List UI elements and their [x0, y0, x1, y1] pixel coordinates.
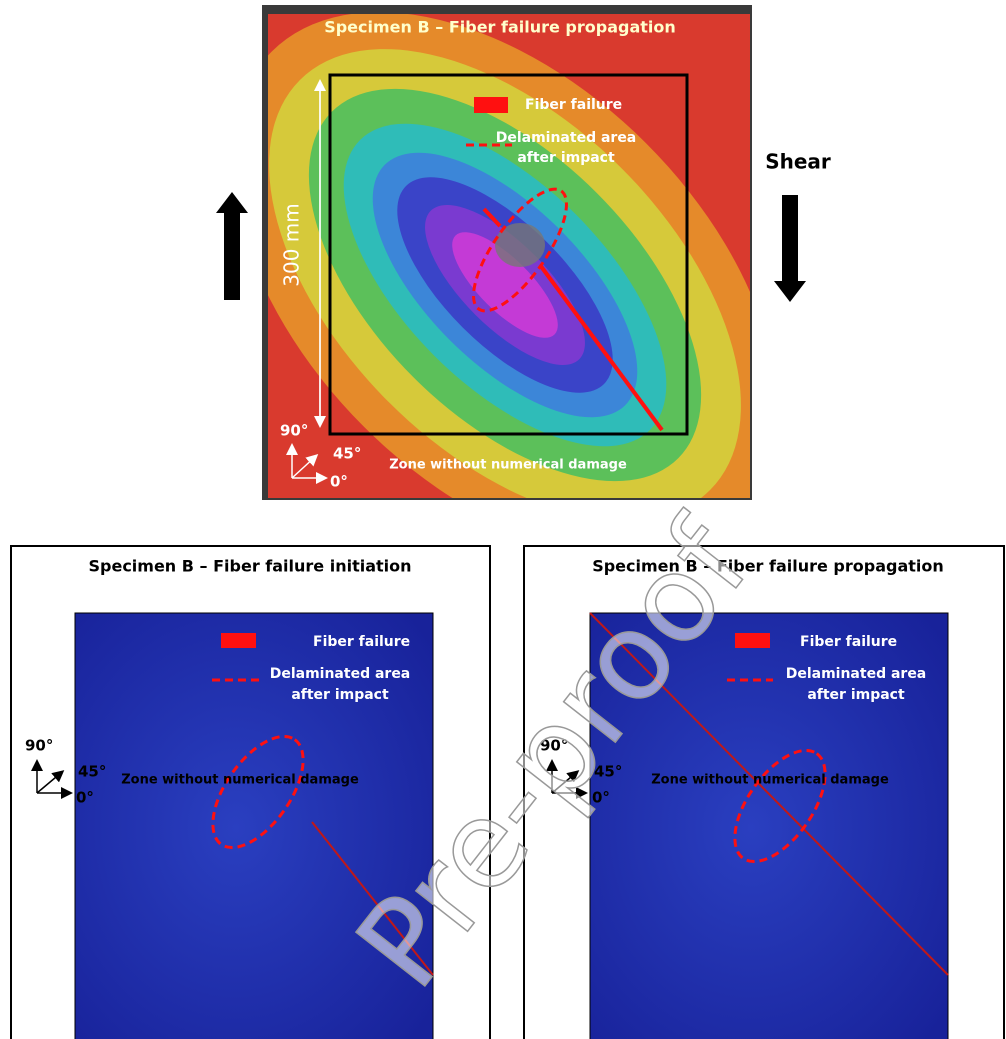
- axis-label: 45°: [333, 445, 361, 463]
- delamination-outline: [733, 748, 827, 864]
- damage-map: [74, 612, 434, 1039]
- legend-label: Delaminated area: [496, 130, 637, 146]
- legend-label: Fiber failure: [525, 97, 622, 113]
- top-panel: 300 mm Specimen B – Fiber failure propag…: [262, 5, 752, 500]
- orientation-axes: [31, 759, 73, 799]
- legend-swatch: [474, 97, 508, 113]
- legend-label: Fiber failure: [800, 634, 897, 650]
- fiber-failure-line: [538, 263, 664, 432]
- orientation-axes: [546, 759, 588, 799]
- axis-label: 45°: [78, 763, 106, 781]
- shear-label: Shear: [765, 150, 831, 174]
- zone-frame: [328, 73, 689, 436]
- delamination-outline: [211, 734, 305, 850]
- fiber-failure-line: [482, 207, 502, 228]
- legend-swatch: [735, 633, 770, 648]
- bottom-panel: Specimen B – Fiber failure propagation F…: [523, 545, 1005, 1039]
- bottom-panel: Specimen B – Fiber failure initiation Fi…: [10, 545, 491, 1039]
- axis-label: 0°: [592, 789, 610, 807]
- zone-label: Zone without numerical damage: [651, 773, 889, 788]
- orientation-axes: [286, 443, 328, 484]
- size-label: 300 mm: [280, 203, 304, 287]
- zone-label: Zone without numerical damage: [389, 458, 627, 473]
- axis-label: 90°: [280, 422, 308, 440]
- axis-label: 90°: [540, 737, 568, 755]
- legend-swatch: [221, 633, 256, 648]
- legend-label: after impact: [517, 150, 615, 166]
- legend-label: after impact: [291, 687, 389, 703]
- legend-label: Fiber failure: [313, 634, 410, 650]
- axis-label: 45°: [594, 763, 622, 781]
- shear-arrow-up: [216, 192, 248, 300]
- zone-label: Zone without numerical damage: [121, 773, 359, 788]
- legend-label: Delaminated area: [786, 666, 927, 682]
- shear-arrow-down: [774, 195, 806, 302]
- axis-label: 0°: [76, 789, 94, 807]
- axis-label: 90°: [25, 737, 53, 755]
- strain-contour: [268, 14, 750, 498]
- fiber-failure-line: [311, 821, 434, 976]
- fiber-failure-line: [589, 612, 949, 976]
- legend-label: after impact: [807, 687, 905, 703]
- axis-label: 0°: [330, 473, 348, 491]
- damage-map: [589, 612, 949, 1039]
- legend-label: Delaminated area: [270, 666, 411, 682]
- panel-title: Specimen B – Fiber failure propagation: [592, 557, 944, 576]
- panel-title: Specimen B – Fiber failure initiation: [88, 557, 411, 576]
- panel-title: Specimen B – Fiber failure propagation: [324, 18, 676, 37]
